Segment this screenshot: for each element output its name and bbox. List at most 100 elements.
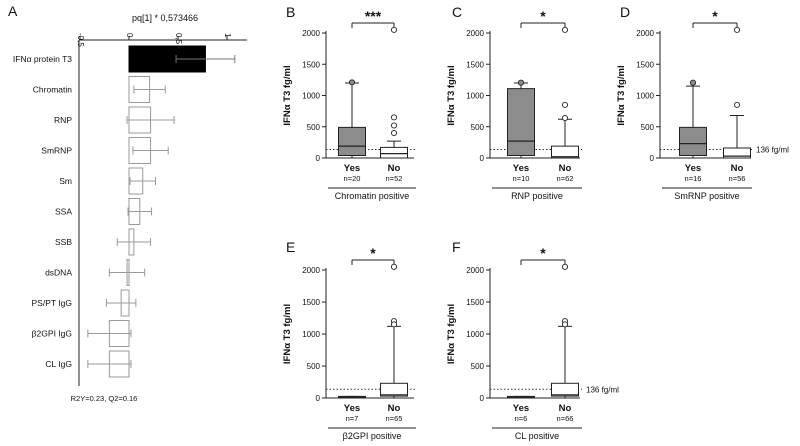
box	[380, 382, 408, 397]
panel-a-category-label: SSA	[55, 207, 72, 217]
panel-c-y-tick-label: 500	[471, 123, 485, 132]
outlier-point	[561, 321, 569, 328]
panel-label-d: D	[620, 4, 630, 20]
panel-f-caption: CL positive	[515, 431, 559, 441]
panel-a-category-label: dsDNA	[45, 268, 72, 278]
panel-f-y-tick-label: 1000	[466, 330, 484, 339]
panel-d-y-tick-label: 2000	[636, 29, 654, 38]
panel-a-tick-label: 0	[125, 33, 134, 38]
group-n: n=65	[386, 414, 403, 423]
panel-e-y-tick-label: 500	[307, 362, 321, 371]
panel-b-y-label: IFNα T3 fg/ml	[282, 65, 293, 125]
group-label: No	[388, 403, 401, 414]
box	[679, 126, 707, 156]
outlier-point	[733, 26, 741, 33]
outlier-point	[733, 101, 741, 108]
group-label: Yes	[344, 163, 360, 174]
panel-d-y-tick-label: 0	[650, 154, 655, 163]
panel-e-y-tick-label: 1500	[302, 298, 320, 307]
panel-e-significance-stars: *	[370, 245, 376, 261]
panel-a-category-label: SSB	[55, 237, 72, 247]
panel-d-y-label: IFNα T3 fg/ml	[616, 65, 627, 125]
panel-label-c: C	[452, 4, 462, 20]
panel-e-caption: β2GPI positive	[343, 431, 402, 441]
panel-d-threshold-label: 136 fg/ml	[756, 146, 789, 155]
group-label: No	[559, 163, 572, 174]
panel-a-category-label: SmRNP	[41, 146, 72, 156]
panel-e-y-tick-label: 2000	[302, 266, 320, 275]
panel-a-footer: R2Y=0.23, Q2=0.16	[71, 394, 138, 403]
panel-label-a: A	[8, 3, 18, 19]
group-n: n=10	[513, 174, 530, 183]
panel-a-category-label: IFNα protein T3	[13, 54, 72, 64]
panel-a-tick-label: 0,5	[174, 33, 183, 45]
group-n: n=16	[685, 174, 702, 183]
panel-c-y-label: IFNα T3 fg/ml	[446, 65, 457, 125]
box	[507, 88, 535, 156]
box	[551, 382, 579, 397]
outlier-point	[390, 122, 398, 129]
group-n: n=52	[386, 174, 403, 183]
panel-a-category-label: PS/PT IgG	[32, 298, 72, 308]
group-label: Yes	[685, 163, 701, 174]
group-n: n=20	[344, 174, 361, 183]
panel-a-category-label: β2GPI IgG	[32, 329, 72, 339]
panel-f-threshold-label: 136 fg/ml	[586, 385, 619, 394]
panel-b-caption: Chromatin positive	[335, 191, 410, 201]
panel-a-category-label: Chromatin	[33, 85, 72, 95]
panel-b-y-tick-label: 500	[307, 123, 321, 132]
panel-f-y-tick-label: 500	[471, 362, 485, 371]
panel-a-category-label: Sm	[59, 176, 72, 186]
panel-f-significance-stars: *	[540, 245, 546, 261]
panel-d-significance-stars: *	[712, 8, 718, 24]
box	[338, 126, 366, 156]
outlier-point	[390, 321, 398, 328]
panel-c-caption: RNP positive	[511, 191, 563, 201]
box	[380, 146, 408, 159]
group-n: n=56	[729, 174, 746, 183]
outlier-point	[390, 129, 398, 137]
outlier-point	[689, 79, 697, 86]
panel-c-y-tick-label: 2000	[466, 29, 484, 38]
outlier-point	[561, 26, 569, 33]
panel-label-f: F	[452, 239, 461, 255]
group-n: n=66	[557, 414, 574, 423]
group-label: No	[559, 403, 572, 414]
panel-b-y-tick-label: 1000	[302, 92, 320, 101]
outlier-point	[561, 263, 569, 270]
outlier-point	[561, 101, 569, 108]
panel-a-category-label: CL IgG	[45, 359, 72, 369]
panel-label-b: B	[286, 4, 295, 20]
box	[551, 145, 579, 159]
panel-b-y-tick-label: 1500	[302, 60, 320, 69]
panel-b-y-tick-label: 2000	[302, 29, 320, 38]
panel-a-category-label: RNP	[54, 115, 72, 125]
outlier-point	[561, 114, 569, 122]
outlier-point	[517, 79, 525, 86]
group-label: Yes	[344, 403, 360, 414]
group-label: No	[731, 163, 744, 174]
panel-f-y-tick-label: 2000	[466, 266, 484, 275]
group-label: Yes	[513, 163, 529, 174]
panel-a-tick-label: 1	[223, 33, 232, 38]
panel-label-e: E	[286, 239, 295, 255]
panel-b-significance-stars: ***	[365, 8, 382, 24]
panel-e-y-tick-label: 1000	[302, 330, 320, 339]
panel-d-y-tick-label: 500	[641, 123, 655, 132]
panel-c-y-tick-label: 1000	[466, 92, 484, 101]
panel-a-tick-label: -0,5	[76, 33, 85, 47]
panel-d-caption: SmRNP positive	[674, 191, 739, 201]
panel-c-y-tick-label: 0	[480, 154, 485, 163]
outlier-point	[390, 114, 398, 121]
outlier-point	[390, 263, 398, 270]
panel-e-y-tick-label: 0	[316, 394, 321, 403]
group-n: n=7	[346, 414, 359, 423]
panel-d-y-tick-label: 1500	[636, 60, 654, 69]
panel-a-title: pq[1] * 0,573466	[132, 13, 198, 23]
panel-e-y-label: IFNα T3 fg/ml	[282, 304, 293, 364]
outlier-point	[348, 79, 356, 86]
group-label: No	[388, 163, 401, 174]
box	[723, 147, 751, 159]
panel-d-y-tick-label: 1000	[636, 92, 654, 101]
panel-c-y-tick-label: 1500	[466, 60, 484, 69]
